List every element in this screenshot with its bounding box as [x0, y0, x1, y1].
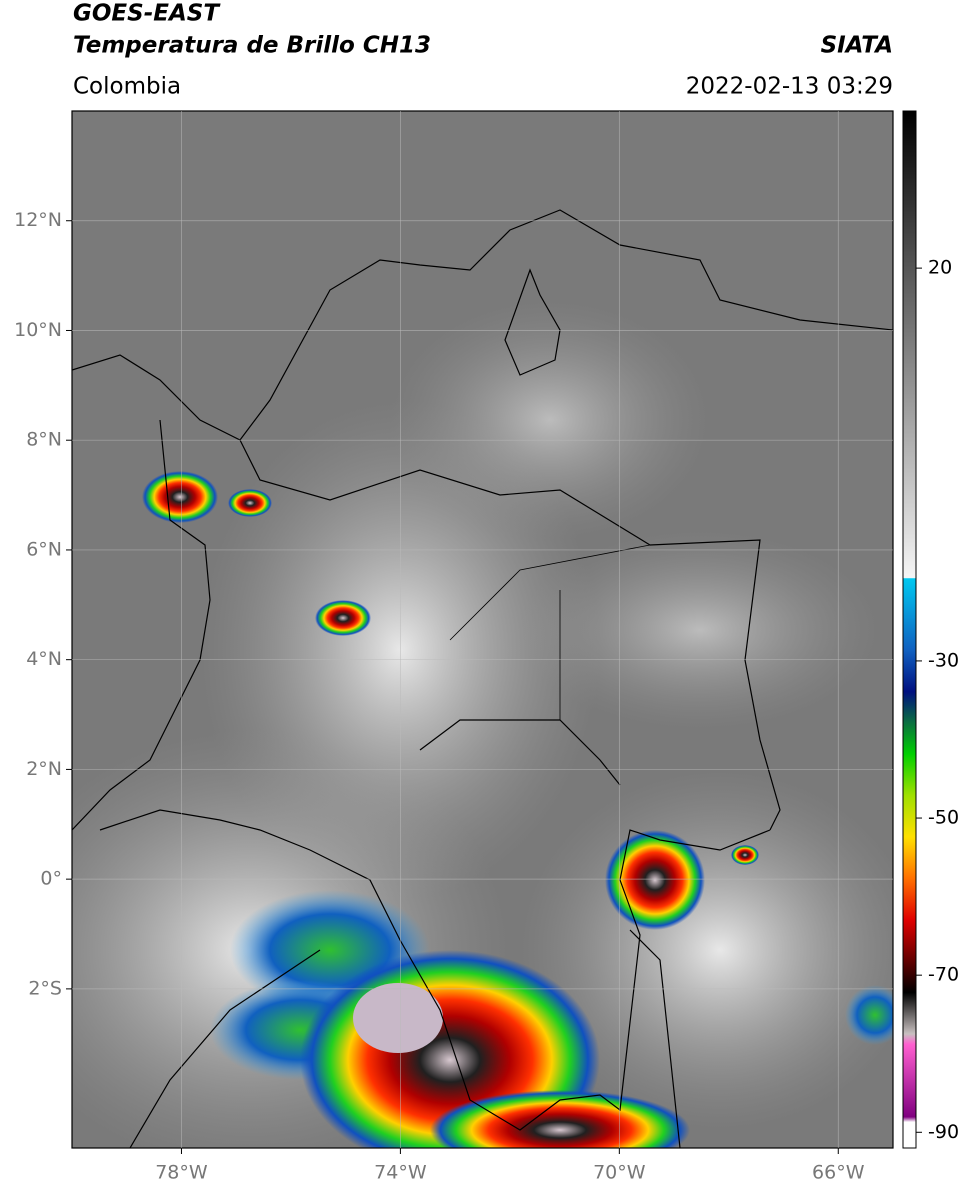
region: Colombia	[73, 74, 181, 100]
y-tick-label: 10°N	[14, 319, 62, 341]
map-frame	[71, 110, 894, 1149]
colorbar	[902, 110, 917, 1149]
y-tick-label: 0°	[40, 868, 62, 890]
y-tick-label: 4°N	[26, 648, 62, 670]
colorbar-tick-label: -30	[928, 649, 959, 671]
y-tick-label: 8°N	[26, 429, 62, 451]
subtitle: Temperatura de Brillo CH13	[73, 33, 431, 59]
y-tick-label: 2°N	[26, 758, 62, 780]
datetime: 2022-02-13 03:29	[686, 74, 893, 100]
colorbar-tick-label: -70	[928, 964, 959, 986]
x-tick-label: 78°W	[155, 1162, 208, 1184]
source: SIATA	[821, 33, 893, 59]
y-tick-label: 12°N	[14, 209, 62, 231]
colorbar-tick-label: -50	[928, 807, 959, 829]
x-tick-label: 70°W	[593, 1162, 646, 1184]
x-tick-label: 66°W	[812, 1162, 865, 1184]
x-tick-label: 74°W	[374, 1162, 427, 1184]
colorbar-tick-label: -90	[928, 1121, 959, 1143]
y-tick-label: 6°N	[26, 538, 62, 560]
satellite-image	[72, 111, 893, 1148]
title: GOES-EAST	[73, 1, 221, 27]
y-tick-label: 2°S	[28, 977, 62, 999]
colorbar-tick-label: 20	[928, 257, 952, 279]
